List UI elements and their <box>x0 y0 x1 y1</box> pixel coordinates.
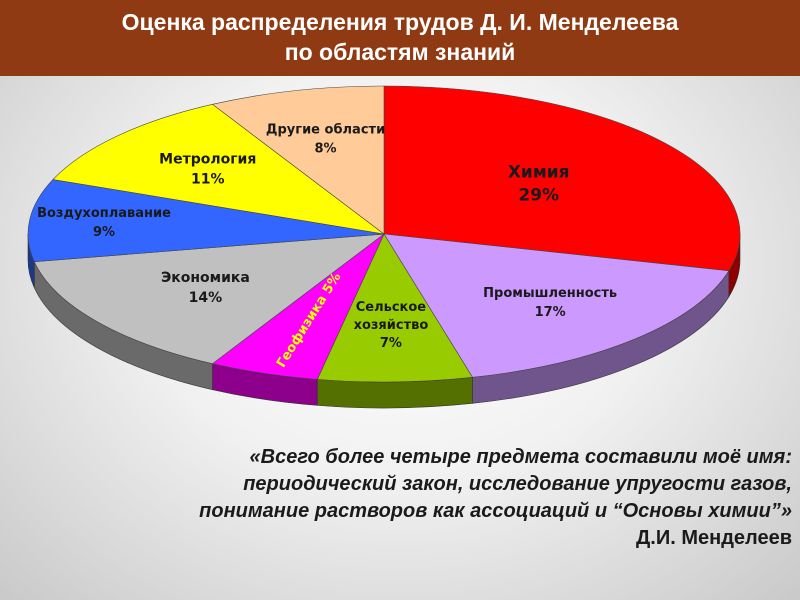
pie-chart: Химия 29% Промышленность 17% Сельское хозяйст… <box>27 85 741 409</box>
pie-slice-0 <box>383 85 741 272</box>
pie-label-7-0: Другие области <box>266 122 385 137</box>
pie-label-7-1: 8% <box>315 141 337 156</box>
quote-line-1: «Всего более четыре предмета составили м… <box>249 446 792 468</box>
pie-slice-2 <box>316 233 474 383</box>
pie-slice-1 <box>383 233 730 378</box>
pie-label-0-1: 29% <box>518 186 559 206</box>
pie-label-5-0: Воздухоплавание <box>37 206 171 221</box>
pie-slices <box>27 85 741 383</box>
pie-slice-4 <box>33 233 386 365</box>
slide-title: Оценка распределения трудов Д. И. Мендел… <box>0 0 800 76</box>
pie-label-6-0: Метрология <box>159 151 256 167</box>
pie-slice-7 <box>211 85 385 235</box>
pie-label-4-0: Экономика <box>161 270 250 286</box>
title-line-2: по областям знаний <box>284 39 516 65</box>
quote-line-2: периодический закон, исследование упруго… <box>243 473 792 495</box>
title-line-1: Оценка распределения трудов Д. И. Мендел… <box>121 9 679 35</box>
pie-slice-6 <box>52 103 385 235</box>
pie-label-0-0: Химия <box>508 163 570 183</box>
pie-label-2-2: 7% <box>380 336 402 351</box>
pie-slice-5 <box>27 179 385 263</box>
pie-label-4-1: 14% <box>189 290 223 306</box>
pie-label-1-1: 17% <box>535 305 566 320</box>
pie-label-2-1: хозяйство <box>354 318 429 333</box>
pie-label-5-1: 9% <box>93 225 115 240</box>
pie-side-walls <box>27 233 741 409</box>
pie-label-2-0: Сельское <box>356 300 427 315</box>
mendeleev-quote: «Всего более четыре предмета составили м… <box>12 444 792 552</box>
pie-label-6-1: 11% <box>191 171 225 187</box>
pie-label-1-0: Промышленность <box>483 286 617 301</box>
quote-line-3: понимание растворов как ассоциаций и “Ос… <box>199 500 792 522</box>
quote-author: Д.И. Менделеев <box>636 527 792 549</box>
